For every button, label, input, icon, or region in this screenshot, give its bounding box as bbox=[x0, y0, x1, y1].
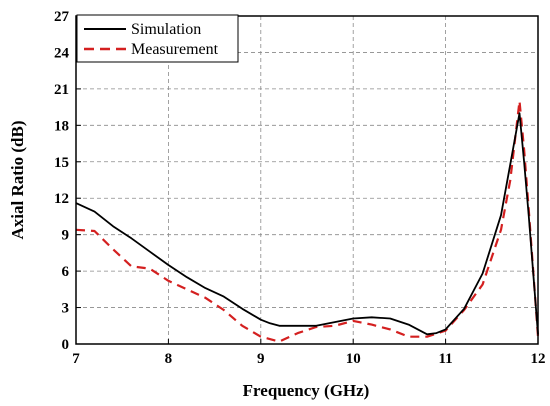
legend-box bbox=[76, 14, 239, 63]
grid bbox=[76, 16, 538, 344]
y-tick-label: 24 bbox=[54, 45, 70, 61]
plot-frame bbox=[75, 15, 539, 345]
series-line-simulation bbox=[75, 112, 539, 336]
legend: Simulation Measurement bbox=[76, 14, 239, 63]
y-tick-label: 3 bbox=[62, 301, 70, 317]
y-tick-label: 6 bbox=[62, 264, 70, 280]
y-tick-label: 18 bbox=[54, 118, 69, 134]
y-tick-label: 12 bbox=[54, 191, 69, 207]
x-tick-label: 12 bbox=[531, 351, 546, 367]
y-tick-label: 0 bbox=[62, 337, 70, 353]
y-tick-label: 27 bbox=[54, 9, 70, 25]
x-tick-label: 11 bbox=[439, 351, 453, 367]
x-tick-label: 9 bbox=[257, 351, 265, 367]
y-tick-label: 21 bbox=[54, 82, 69, 98]
y-tick-label: 9 bbox=[62, 228, 70, 244]
legend-label-measurement: Measurement bbox=[131, 41, 219, 58]
x-tick-label: 7 bbox=[72, 351, 80, 367]
series-line-measurement bbox=[75, 99, 540, 343]
legend-label-simulation: Simulation bbox=[131, 21, 201, 38]
axis-ticks: 7 8 9 10 11 12 0 3 6 9 12 15 18 21 24 27 bbox=[54, 9, 546, 367]
x-axis-title: Frequency (GHz) bbox=[243, 381, 370, 400]
x-tick-label: 8 bbox=[165, 351, 173, 367]
x-tick-label: 10 bbox=[346, 351, 361, 367]
series-layer bbox=[75, 99, 540, 343]
y-tick-label: 15 bbox=[54, 155, 69, 171]
y-axis-title: Axial Ratio (dB) bbox=[8, 121, 27, 240]
